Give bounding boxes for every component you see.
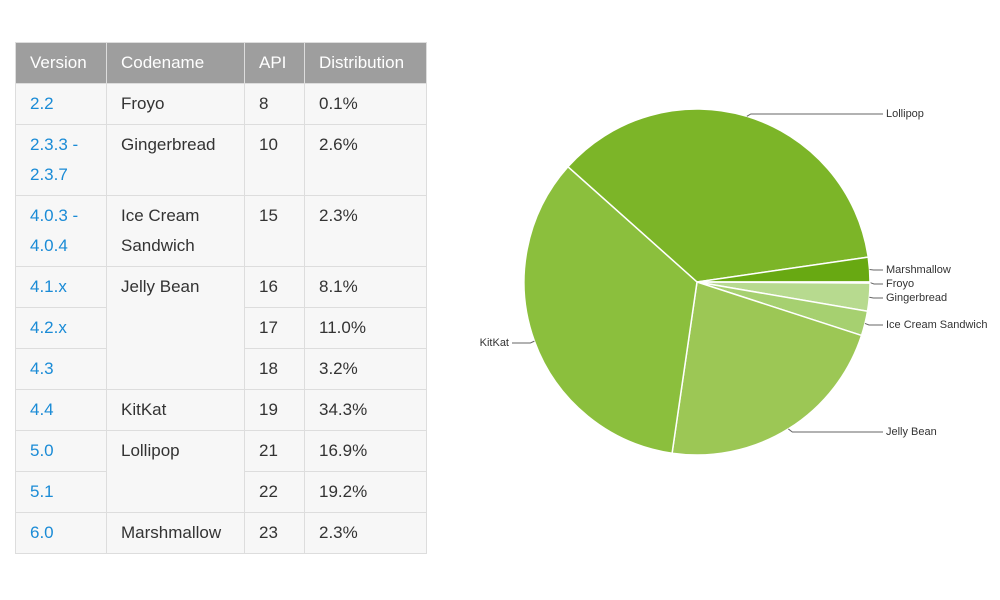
table-cell: 23 bbox=[244, 512, 305, 554]
leader-line bbox=[746, 113, 883, 117]
table-cell: Froyo bbox=[106, 83, 245, 125]
table-row: 4.1.x Jelly Bean 16 8.1% bbox=[15, 266, 427, 390]
table-row: 4.2.x 17 11.0% bbox=[15, 307, 427, 349]
table-cell: 19 bbox=[244, 389, 305, 431]
table-body: 2.2 Froyo 8 0.1% 2.3.3 - 2.3.7 Gingerbread 10 2… bbox=[15, 83, 427, 554]
slice-label: Jelly Bean bbox=[886, 426, 937, 438]
pie-slice bbox=[671, 281, 863, 456]
table-cell: Jelly Bean bbox=[106, 266, 245, 390]
table-cell: Ice Cream Sandwich bbox=[106, 195, 245, 267]
table-cell: 2.3% bbox=[304, 512, 427, 554]
table-cell: 34.3% bbox=[304, 389, 427, 431]
table-cell: 19.2% bbox=[304, 471, 427, 513]
leader-line bbox=[869, 282, 883, 285]
table-cell: 8.1% bbox=[304, 266, 427, 308]
distribution-table: Version Codename API Distribution 2.2 Froyo 8… bbox=[15, 42, 427, 554]
table-row: 4.0.3 - 4.0.4 Ice Cream Sandwich 15 2.3% bbox=[15, 195, 427, 267]
table-row: 4.3 18 3.2% bbox=[15, 348, 427, 390]
table-row: 2.2 Froyo 8 0.1% bbox=[15, 83, 427, 125]
table-cell: 21 bbox=[244, 430, 305, 472]
table-cell: 11.0% bbox=[304, 307, 427, 349]
table-cell: 10 bbox=[244, 124, 305, 196]
header-cell: Version bbox=[15, 42, 107, 84]
table-row: 6.0 Marshmallow 23 2.3% bbox=[15, 512, 427, 554]
table-row: 4.4 KitKat 19 34.3% bbox=[15, 389, 427, 431]
version-cell: 5.1 bbox=[15, 471, 107, 513]
slice-label: Lollipop bbox=[886, 108, 924, 120]
header-row: Version Codename API Distribution bbox=[15, 42, 427, 84]
version-cell: 4.4 bbox=[15, 389, 107, 431]
table-cell: KitKat bbox=[106, 389, 245, 431]
slice-label: Gingerbread bbox=[886, 292, 947, 304]
version-cell: 4.0.3 - 4.0.4 bbox=[15, 195, 107, 267]
slice-label: KitKat bbox=[480, 337, 509, 349]
header-cell: Distribution bbox=[304, 42, 427, 84]
version-cell: 2.2 bbox=[15, 83, 107, 125]
table-cell: 2.3% bbox=[304, 195, 427, 267]
leader-line bbox=[864, 322, 883, 326]
table-cell: Marshmallow bbox=[106, 512, 245, 554]
pie-slice bbox=[523, 165, 698, 455]
table-row: 5.1 22 19.2% bbox=[15, 471, 427, 513]
leader-line bbox=[869, 296, 883, 299]
table-cell: 0.1% bbox=[304, 83, 427, 125]
leader-line bbox=[788, 428, 883, 433]
version-cell: 4.1.x bbox=[15, 266, 107, 308]
slice-label: Marshmallow bbox=[886, 264, 951, 276]
version-cell: 4.3 bbox=[15, 348, 107, 390]
slice-label: Froyo bbox=[886, 278, 914, 290]
table-cell: 18 bbox=[244, 348, 305, 390]
slice-label: Ice Cream Sandwich bbox=[886, 319, 988, 331]
table-cell: 15 bbox=[244, 195, 305, 267]
table-cell: 8 bbox=[244, 83, 305, 125]
version-cell: 6.0 bbox=[15, 512, 107, 554]
leader-line bbox=[512, 340, 535, 344]
table-cell: 17 bbox=[244, 307, 305, 349]
table-cell: Lollipop bbox=[106, 430, 245, 513]
table-cell: Gingerbread bbox=[106, 124, 245, 196]
